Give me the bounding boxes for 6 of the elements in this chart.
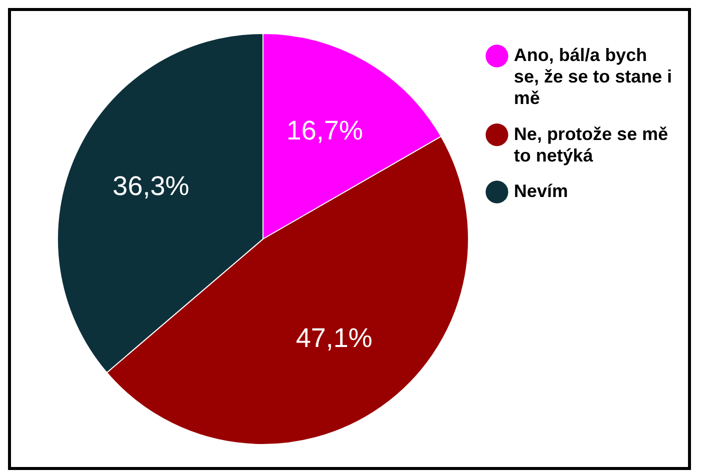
- legend-label: Ano, bál/a bych se, že se to stane i mě: [514, 44, 672, 108]
- data-label: 16,7%: [286, 116, 363, 146]
- legend-label: Ne, protože se mě to netýká: [514, 124, 668, 166]
- legend-label: Nevím: [514, 180, 568, 201]
- data-label: 47,1%: [296, 323, 372, 354]
- data-label: 36,3%: [112, 170, 190, 201]
